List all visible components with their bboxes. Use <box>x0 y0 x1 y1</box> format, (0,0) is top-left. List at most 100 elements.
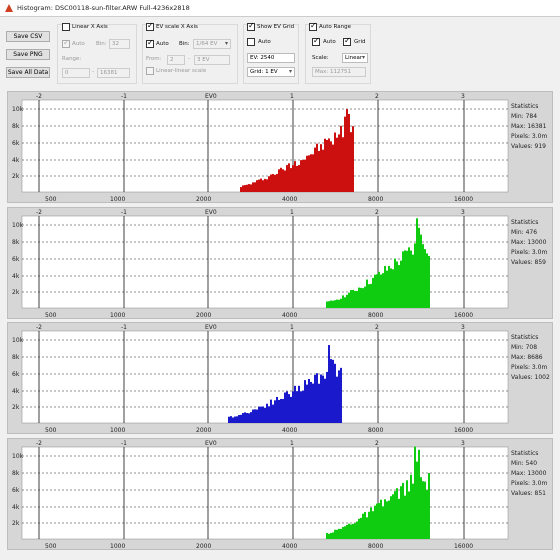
histogram-bar <box>368 284 370 308</box>
stat-text: Pixels: 3.0m <box>511 364 547 371</box>
stat-text: Values: 859 <box>511 259 546 266</box>
ev-grid-checkbox[interactable] <box>247 21 255 31</box>
histogram-bar <box>350 290 352 308</box>
histogram-bar <box>258 406 260 423</box>
histogram-bar <box>348 292 350 308</box>
histogram-bar <box>418 449 420 539</box>
linear-bin-label: Bin: <box>96 41 107 47</box>
histogram-bar <box>328 301 330 308</box>
y-tick-label: 2k <box>12 289 20 296</box>
max-input[interactable]: Max: 112751 <box>312 67 366 77</box>
ev-tick-label: 1 <box>290 209 294 216</box>
histogram-bar <box>420 234 422 308</box>
range-auto-checkbox[interactable] <box>312 36 320 46</box>
linear-tick-label: 16000 <box>454 543 473 550</box>
ev-grid-select[interactable]: Grid: 1 EV <box>247 67 295 77</box>
ev-tick-label: 1 <box>290 440 294 447</box>
histogram-bar <box>246 184 248 192</box>
histogram-bar <box>356 290 358 308</box>
save-all-data-button[interactable]: Save All Data <box>6 67 50 78</box>
ev-tick-label: -2 <box>36 324 42 331</box>
histogram-bar <box>250 184 252 192</box>
stat-text: Pixels: 3.0m <box>511 133 547 140</box>
save-csv-button[interactable]: Save CSV <box>6 31 50 42</box>
histogram-bar <box>300 160 302 192</box>
histogram-bar <box>256 180 258 192</box>
y-tick-label: 2k <box>12 520 20 527</box>
linear-range-from-input[interactable]: 0 <box>62 68 90 78</box>
histogram-bar <box>326 301 328 308</box>
histogram-bar <box>412 254 414 308</box>
histogram-bar <box>338 528 340 539</box>
ev-bin-select[interactable]: 1/64 EV <box>193 39 231 49</box>
linear-x-checkbox[interactable] <box>62 23 70 31</box>
histogram-bar <box>280 398 282 423</box>
histogram-bar <box>372 277 374 308</box>
histogram-bar <box>376 274 378 308</box>
histogram-bar <box>342 295 344 308</box>
histogram-bar <box>350 132 352 192</box>
histogram-bar <box>252 182 254 192</box>
histogram-bar <box>248 413 250 423</box>
linear-tick-label: 4000 <box>282 312 297 319</box>
scale-select[interactable]: Linear <box>342 53 368 63</box>
plot-area <box>21 330 509 424</box>
histogram-bar <box>328 345 330 423</box>
linear-bin-input[interactable]: 32 <box>109 39 130 49</box>
linear-auto-checkbox[interactable] <box>62 38 70 48</box>
histogram-bar <box>318 383 320 423</box>
ev-x-checkbox[interactable] <box>146 21 154 31</box>
histogram-bar <box>272 404 274 423</box>
linear-range-label: Range: <box>62 56 82 62</box>
ev-to-input[interactable]: 3 EV <box>194 55 230 65</box>
histogram-bar <box>366 517 368 539</box>
histogram-bar <box>320 144 322 192</box>
histogram-bar <box>334 529 336 539</box>
histogram-bar <box>332 532 334 539</box>
histogram-bar <box>402 482 404 539</box>
histogram-bar <box>398 265 400 308</box>
histogram-bar <box>390 268 392 308</box>
auto-range-checkbox[interactable] <box>309 21 317 31</box>
histogram-bar <box>286 165 288 192</box>
histogram-bar <box>328 138 330 192</box>
histogram-bar <box>382 506 384 539</box>
ev-value-input[interactable]: EV: 2540 <box>247 53 295 63</box>
ev-grid-auto-checkbox[interactable] <box>247 38 255 46</box>
histogram-bar <box>352 289 354 308</box>
linear-range-to-input[interactable]: 16381 <box>97 68 130 78</box>
histogram-bar <box>262 180 264 192</box>
histogram-bar <box>234 416 236 423</box>
histogram-bar <box>278 169 280 192</box>
auto-range-label: Auto Range <box>319 24 351 30</box>
stat-text: Min: 784 <box>511 113 537 120</box>
save-png-button[interactable]: Save PNG <box>6 49 50 60</box>
histogram-bar <box>270 174 272 192</box>
plot-area <box>21 446 509 540</box>
histogram-bar <box>348 523 350 539</box>
histogram-bar <box>292 391 294 423</box>
histogram-bar <box>280 167 282 192</box>
histogram-bar <box>314 374 316 423</box>
histogram-bar <box>332 359 334 423</box>
ev-auto-checkbox[interactable] <box>146 38 154 48</box>
histogram-bar <box>268 176 270 192</box>
histogram-bar <box>412 483 414 539</box>
ev-tick-label: 3 <box>461 440 465 447</box>
histogram-bar <box>354 290 356 308</box>
histogram-bar <box>250 412 252 423</box>
ev-from-input[interactable]: 2 <box>167 55 185 65</box>
histogram-bar <box>356 521 358 539</box>
ev-tick-label: -1 <box>121 93 127 100</box>
range-grid-label: Grid <box>354 39 366 45</box>
histogram-bar <box>310 154 312 192</box>
linear-tick-label: 8000 <box>368 543 383 550</box>
histogram-bar <box>342 137 344 192</box>
range-grid-checkbox[interactable] <box>343 36 351 46</box>
histogram-bar <box>306 155 308 192</box>
ev-tick-label: 2 <box>375 440 379 447</box>
histogram-bar <box>242 413 244 423</box>
y-tick-label: 8k <box>12 470 20 477</box>
linear-linear-checkbox[interactable] <box>146 67 154 75</box>
linear-tick-label: 500 <box>45 196 57 203</box>
